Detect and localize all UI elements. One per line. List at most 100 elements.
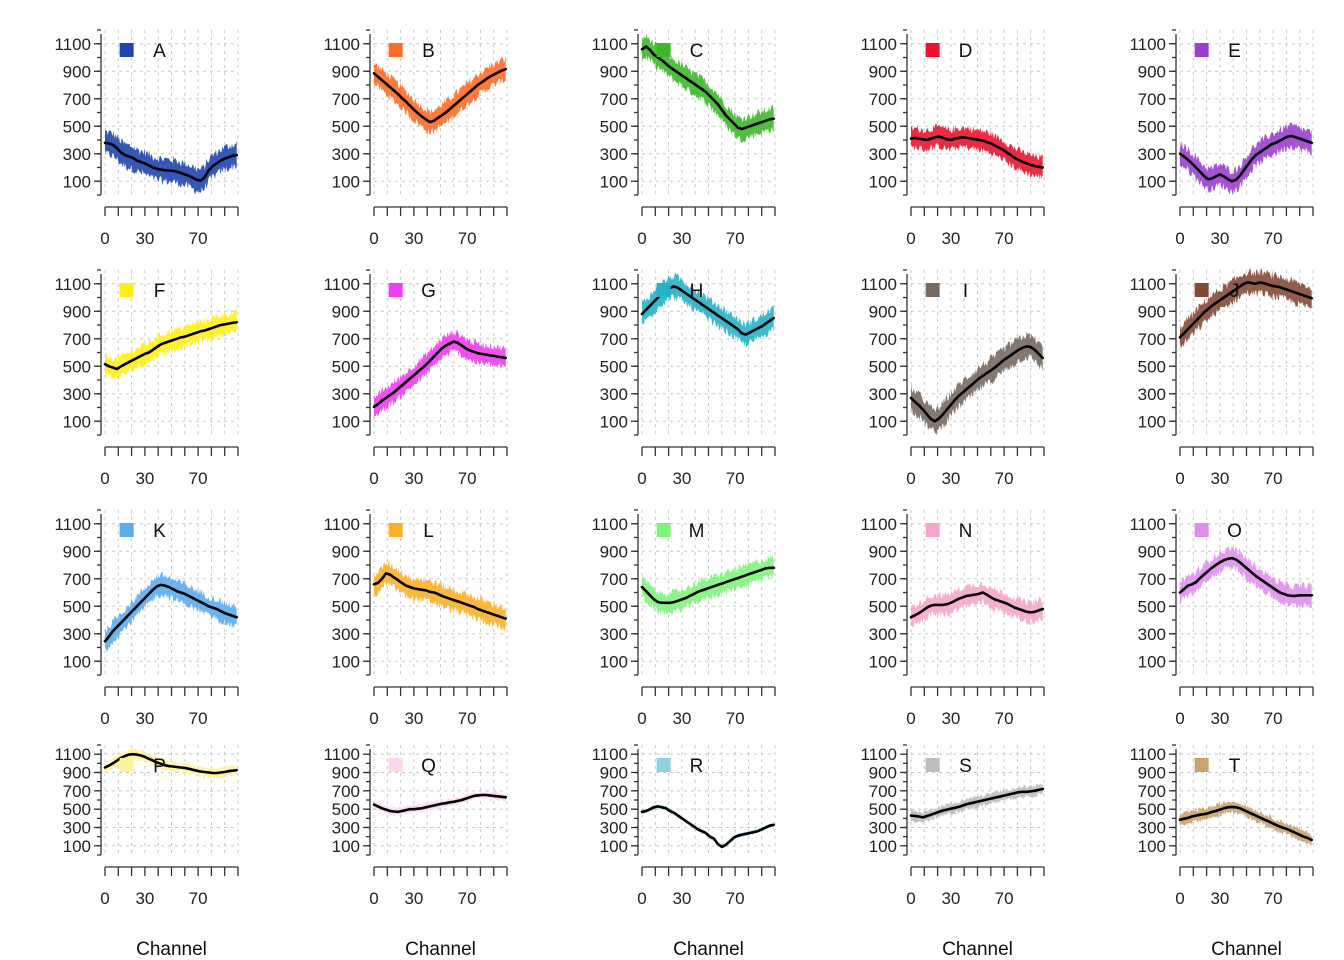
legend-label-r: R: [690, 756, 704, 777]
legend: M: [656, 521, 704, 542]
x-tick-label: 30: [135, 889, 154, 908]
y-tick-label: 500: [600, 117, 628, 136]
legend: G: [388, 281, 436, 302]
x-axis: 0 30 70: [1175, 206, 1314, 248]
y-axis: 100 300 500 700 900 1100: [54, 29, 102, 196]
series-band-s: [911, 783, 1043, 824]
y-axis: 100 300 500 700 900 1100: [323, 509, 371, 676]
x-axis: 0 30 70: [906, 686, 1045, 728]
y-tick-label: 500: [332, 357, 360, 376]
x-tick-label: 70: [458, 709, 477, 728]
y-tick-label: 300: [869, 625, 897, 644]
legend-swatch-i: [925, 283, 940, 297]
x-tick-label: 30: [672, 709, 691, 728]
y-tick-label: 700: [1138, 90, 1166, 109]
x-axis: 0 30 70: [1175, 686, 1314, 728]
panel-e: 100 300 500 700 900 1100 0 30 70 E: [1129, 29, 1314, 248]
x-axis: 0 30 70: [637, 686, 776, 728]
y-tick-label: 500: [600, 597, 628, 616]
legend-swatch-k: [119, 523, 134, 537]
y-tick-label: 900: [63, 62, 91, 81]
legend: R: [656, 756, 704, 777]
y-tick-label: 100: [869, 652, 897, 671]
y-tick-label: 1100: [323, 515, 360, 534]
x-tick-label: 0: [1175, 889, 1184, 908]
series-line-q: [372, 793, 508, 814]
panel-h: 100 300 500 700 900 1100 0 30 70 H: [591, 269, 776, 488]
x-tick-label: 70: [726, 889, 745, 908]
x-tick-label: 70: [1264, 469, 1283, 488]
y-tick-label: 1100: [860, 275, 897, 294]
x-tick-label: 0: [369, 889, 378, 908]
x-tick-label: 0: [906, 229, 915, 248]
y-tick-label: 700: [869, 570, 897, 589]
panel-l: 100 300 500 700 900 1100 0 30 70 L: [323, 509, 508, 728]
x-tick-label: 0: [1175, 469, 1184, 488]
y-tick-label: 300: [332, 819, 360, 838]
series-line-c: [640, 45, 776, 131]
legend-swatch-a: [119, 43, 134, 57]
y-tick-label: 700: [63, 782, 91, 801]
y-tick-label: 900: [63, 302, 91, 321]
y-tick-label: 300: [332, 385, 360, 404]
y-tick-label: 100: [63, 837, 91, 856]
x-tick-label: 0: [369, 469, 378, 488]
x-tick-label: 0: [1175, 229, 1184, 248]
y-tick-label: 500: [869, 597, 897, 616]
y-tick-label: 300: [600, 145, 628, 164]
x-axis: 0 30 70: [100, 686, 239, 728]
legend: O: [1194, 521, 1242, 542]
x-tick-label: 0: [100, 229, 109, 248]
y-tick-label: 1100: [54, 515, 91, 534]
x-tick-label: 70: [458, 469, 477, 488]
series-line-n: [909, 591, 1044, 619]
x-tick-label: 30: [672, 889, 691, 908]
y-tick-label: 300: [600, 385, 628, 404]
panel-o: 100 300 500 700 900 1100 0 30 70 O: [1129, 509, 1314, 728]
x-tick-label: 30: [135, 229, 154, 248]
x-axis: 0 30 70: [100, 446, 239, 488]
x-tick-label: 30: [404, 709, 423, 728]
legend-label-q: Q: [421, 756, 436, 777]
y-tick-label: 500: [1138, 800, 1166, 819]
x-tick-label: 30: [941, 469, 960, 488]
series-band-f: [105, 309, 237, 381]
series-line-f: [103, 320, 238, 371]
y-tick-label: 300: [63, 819, 91, 838]
x-axis: 0 30 70: [1175, 446, 1314, 488]
y-tick-label: 300: [63, 625, 91, 644]
y-tick-label: 700: [600, 330, 628, 349]
legend-swatch-j: [1194, 283, 1209, 297]
y-tick-label: 500: [869, 800, 897, 819]
x-tick-label: 30: [672, 229, 691, 248]
legend-label-k: K: [153, 521, 166, 542]
legend: L: [388, 521, 434, 542]
legend-swatch-t: [1194, 758, 1209, 772]
y-tick-label: 700: [332, 570, 360, 589]
x-tick-label: 0: [906, 889, 915, 908]
y-tick-label: 1100: [591, 515, 628, 534]
x-tick-label: 70: [995, 889, 1014, 908]
y-tick-label: 500: [600, 357, 628, 376]
y-tick-label: 500: [332, 597, 360, 616]
y-tick-label: 300: [1138, 819, 1166, 838]
y-tick-label: 700: [600, 782, 628, 801]
x-axis-title: Channel: [1211, 939, 1282, 960]
legend-label-i: I: [963, 281, 968, 302]
y-tick-label: 1100: [860, 35, 897, 54]
x-tick-label: 70: [189, 889, 208, 908]
x-tick-label: 30: [404, 229, 423, 248]
x-axis-title: Channel: [405, 939, 476, 960]
y-tick-label: 700: [600, 570, 628, 589]
y-tick-label: 500: [869, 117, 897, 136]
panel-d: 100 300 500 700 900 1100 0 30 70 D: [860, 29, 1045, 248]
y-tick-label: 100: [869, 412, 897, 431]
y-axis: 100 300 500 700 900 1100: [1129, 29, 1177, 196]
y-tick-label: 500: [869, 357, 897, 376]
y-tick-label: 900: [1138, 764, 1166, 783]
y-axis: 100 300 500 700 900 1100: [860, 269, 908, 436]
legend-label-a: A: [153, 41, 166, 62]
x-tick-label: 70: [1264, 889, 1283, 908]
